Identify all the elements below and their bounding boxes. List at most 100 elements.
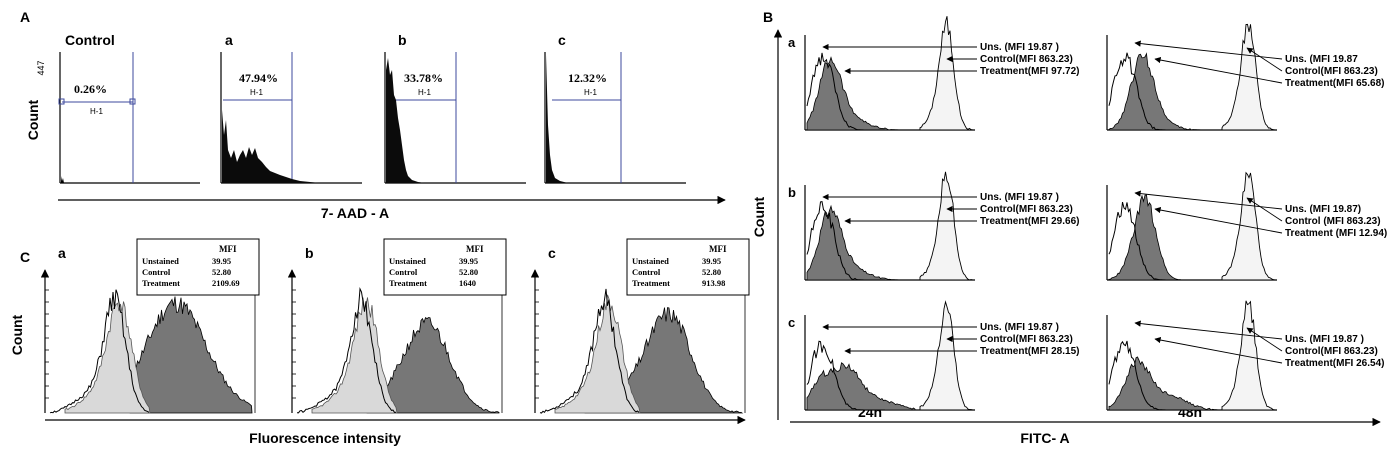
label-uns: Uns. (MFI 19.87 ) xyxy=(980,42,1059,53)
label-treatment: Treatment(MFI 28.15) xyxy=(980,346,1079,357)
mfi-header: MFI xyxy=(466,244,484,254)
panel-a-ymax-label: 447 xyxy=(36,60,46,75)
histogram-treatment xyxy=(1108,52,1217,131)
label-uns: Uns. (MFI 19.87) xyxy=(1285,204,1361,215)
mfi-value: 52.80 xyxy=(459,267,478,277)
histogram-control xyxy=(64,301,151,414)
label-treatment: Treatment(MFI 97.72) xyxy=(980,66,1079,77)
label-treatment: Treatment(MFI 26.54) xyxy=(1285,358,1384,369)
label-arrow xyxy=(1134,320,1283,340)
mfi-value: 39.95 xyxy=(702,256,721,266)
mfi-table xyxy=(383,238,507,296)
label-treatment: Treatment (MFI 12.94) xyxy=(1285,228,1387,239)
histogram-unstained xyxy=(1108,340,1187,411)
histogram-unstained xyxy=(1108,201,1187,281)
histogram-unstained xyxy=(806,340,885,411)
gate-percent: 33.78% xyxy=(404,71,443,85)
panel-a: A Count 447 7- AAD - A Control 0.26% H-1… xyxy=(20,9,726,221)
mfi-row-label: Control xyxy=(142,267,171,277)
label-treatment: Treatment(MFI 65.68) xyxy=(1285,78,1384,89)
panel-a-subplot-c: c 12.32% H-1 xyxy=(544,32,686,184)
label-uns: Uns. (MFI 19.87 ) xyxy=(980,192,1059,203)
gate-label: H-1 xyxy=(584,88,597,97)
histogram xyxy=(61,176,64,183)
histogram-control xyxy=(919,171,976,281)
panel-b-letter: B xyxy=(763,9,773,25)
mfi-row-label: Unstained xyxy=(632,256,669,266)
panel-b-cell-b-24h: Uns. (MFI 19.87 )Control(MFI 863.23)Trea… xyxy=(804,171,1079,281)
panel-b: B Count FITC- A 24h 48h a Uns. (MFI 19.87… xyxy=(751,9,1387,446)
histogram xyxy=(222,110,320,183)
panel-b-cell-b-48h: Uns. (MFI 19.87)Control (MFI 863.23)Trea… xyxy=(1106,171,1387,281)
panel-c: C Count Fluorescence intensity a MFI Unsta… xyxy=(9,238,750,446)
histogram-control xyxy=(919,16,976,131)
label-arrow xyxy=(1134,190,1283,210)
mfi-row-label: Treatment xyxy=(389,278,427,288)
mfi-row-label: Treatment xyxy=(142,278,180,288)
panel-a-xlabel: 7- AAD - A xyxy=(321,205,389,221)
label-arrow xyxy=(1134,40,1283,60)
histogram-unstained xyxy=(806,52,885,131)
gate-handle xyxy=(129,98,136,105)
histogram-control xyxy=(1221,300,1278,411)
mfi-header: MFI xyxy=(709,244,727,254)
row-letter: c xyxy=(788,315,795,330)
row-letter: b xyxy=(788,185,796,200)
mfi-value: 2109.69 xyxy=(212,278,240,288)
gate-percent: 12.32% xyxy=(568,71,607,85)
label-control: Control(MFI 863.23) xyxy=(980,54,1073,65)
panel-c-subplot-b: b MFI Unstained 39.95 Control 52.80 Treatment 1… xyxy=(287,238,507,414)
mfi-row-label: Control xyxy=(389,267,418,277)
panel-c-subplot-c: c MFI Unstained 39.95 Control 52.80 Treatment 9… xyxy=(530,238,750,414)
subplot-title: b xyxy=(398,32,407,48)
subplot-title: c xyxy=(558,32,566,48)
panel-b-xlabel: FITC- A xyxy=(1020,430,1069,446)
label-arrow xyxy=(1154,56,1283,84)
label-arrow xyxy=(1246,327,1283,352)
subplot-title: Control xyxy=(65,32,115,48)
histogram xyxy=(386,58,425,183)
histogram-unstained xyxy=(806,201,885,281)
label-treatment: Treatment(MFI 29.66) xyxy=(980,216,1079,227)
gate-percent: 47.94% xyxy=(239,71,278,85)
panel-c-subplot-a: a MFI Unstained 39.95 Control 52.80 Treatment 2… xyxy=(40,238,260,414)
label-control: Control(MFI 863.23) xyxy=(980,204,1073,215)
label-uns: Uns. (MFI 19.87 ) xyxy=(980,322,1059,333)
panel-b-cells: a Uns. (MFI 19.87 )Control(MFI 863.23)Tre… xyxy=(788,16,1387,411)
histogram-unstained xyxy=(539,288,640,414)
histogram-control xyxy=(919,300,976,411)
subplot-title: c xyxy=(548,245,556,261)
mfi-value: 52.80 xyxy=(702,267,721,277)
label-control: Control(MFI 863.23) xyxy=(1285,66,1378,77)
panel-a-letter: A xyxy=(20,9,30,25)
histogram-control xyxy=(311,297,398,414)
mfi-row-label: Unstained xyxy=(142,256,179,266)
histogram-treatment xyxy=(1108,356,1218,411)
mfi-table xyxy=(626,238,750,296)
histogram-treatment xyxy=(806,362,916,411)
label-arrow xyxy=(1154,206,1283,234)
label-control: Control (MFI 863.23) xyxy=(1285,216,1381,227)
gate-label: H-1 xyxy=(90,107,103,116)
mfi-header: MFI xyxy=(219,244,237,254)
mfi-table xyxy=(136,238,260,296)
mfi-value: 39.95 xyxy=(459,256,478,266)
subplot-title: a xyxy=(225,32,233,48)
gate-label: H-1 xyxy=(250,88,263,97)
mfi-value: 913.98 xyxy=(702,278,725,288)
mfi-value: 52.80 xyxy=(212,267,231,277)
panel-c-xlabel: Fluorescence intensity xyxy=(249,430,401,446)
panel-b-ylabel: Count xyxy=(751,196,767,237)
histogram-unstained xyxy=(49,289,150,414)
panel-a-subplot-b: b 33.78% H-1 xyxy=(384,32,526,184)
histogram-control xyxy=(1221,171,1278,281)
histogram-treatment xyxy=(129,296,253,414)
label-arrow xyxy=(1154,336,1283,364)
mfi-row-label: Unstained xyxy=(389,256,426,266)
histogram-treatment xyxy=(366,316,500,414)
panel-a-subplot-a: a 47.94% H-1 xyxy=(220,32,362,184)
panel-b-cell-a-24h: Uns. (MFI 19.87 )Control(MFI 863.23)Trea… xyxy=(804,16,1079,131)
gate-percent: 0.26% xyxy=(74,82,107,96)
